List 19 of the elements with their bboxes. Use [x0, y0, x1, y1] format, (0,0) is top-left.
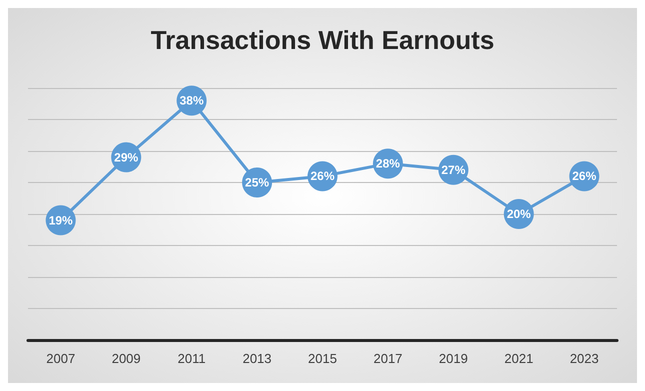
x-tick-label: 2011 [178, 351, 206, 366]
x-tick-label: 2013 [242, 351, 272, 366]
x-tick-label: 2023 [570, 351, 599, 366]
data-label: 29% [114, 150, 138, 164]
x-tick-label: 2019 [438, 351, 468, 366]
data-label: 25% [245, 176, 270, 190]
data-label: 26% [310, 169, 335, 184]
data-label: 27% [441, 162, 466, 177]
x-tick-label: 2021 [504, 351, 534, 366]
x-tick-label: 2017 [373, 351, 402, 366]
x-tick-label: 2009 [112, 351, 141, 366]
x-tick-label: 2007 [46, 351, 76, 366]
data-label: 38% [180, 94, 204, 108]
data-label: 26% [572, 169, 597, 184]
data-label: 19% [48, 213, 74, 228]
data-label: 20% [506, 207, 532, 221]
data-label: 28% [376, 156, 400, 171]
x-tick-label: 2015 [308, 351, 337, 366]
chart-title: Transactions With Earnouts [150, 25, 494, 55]
